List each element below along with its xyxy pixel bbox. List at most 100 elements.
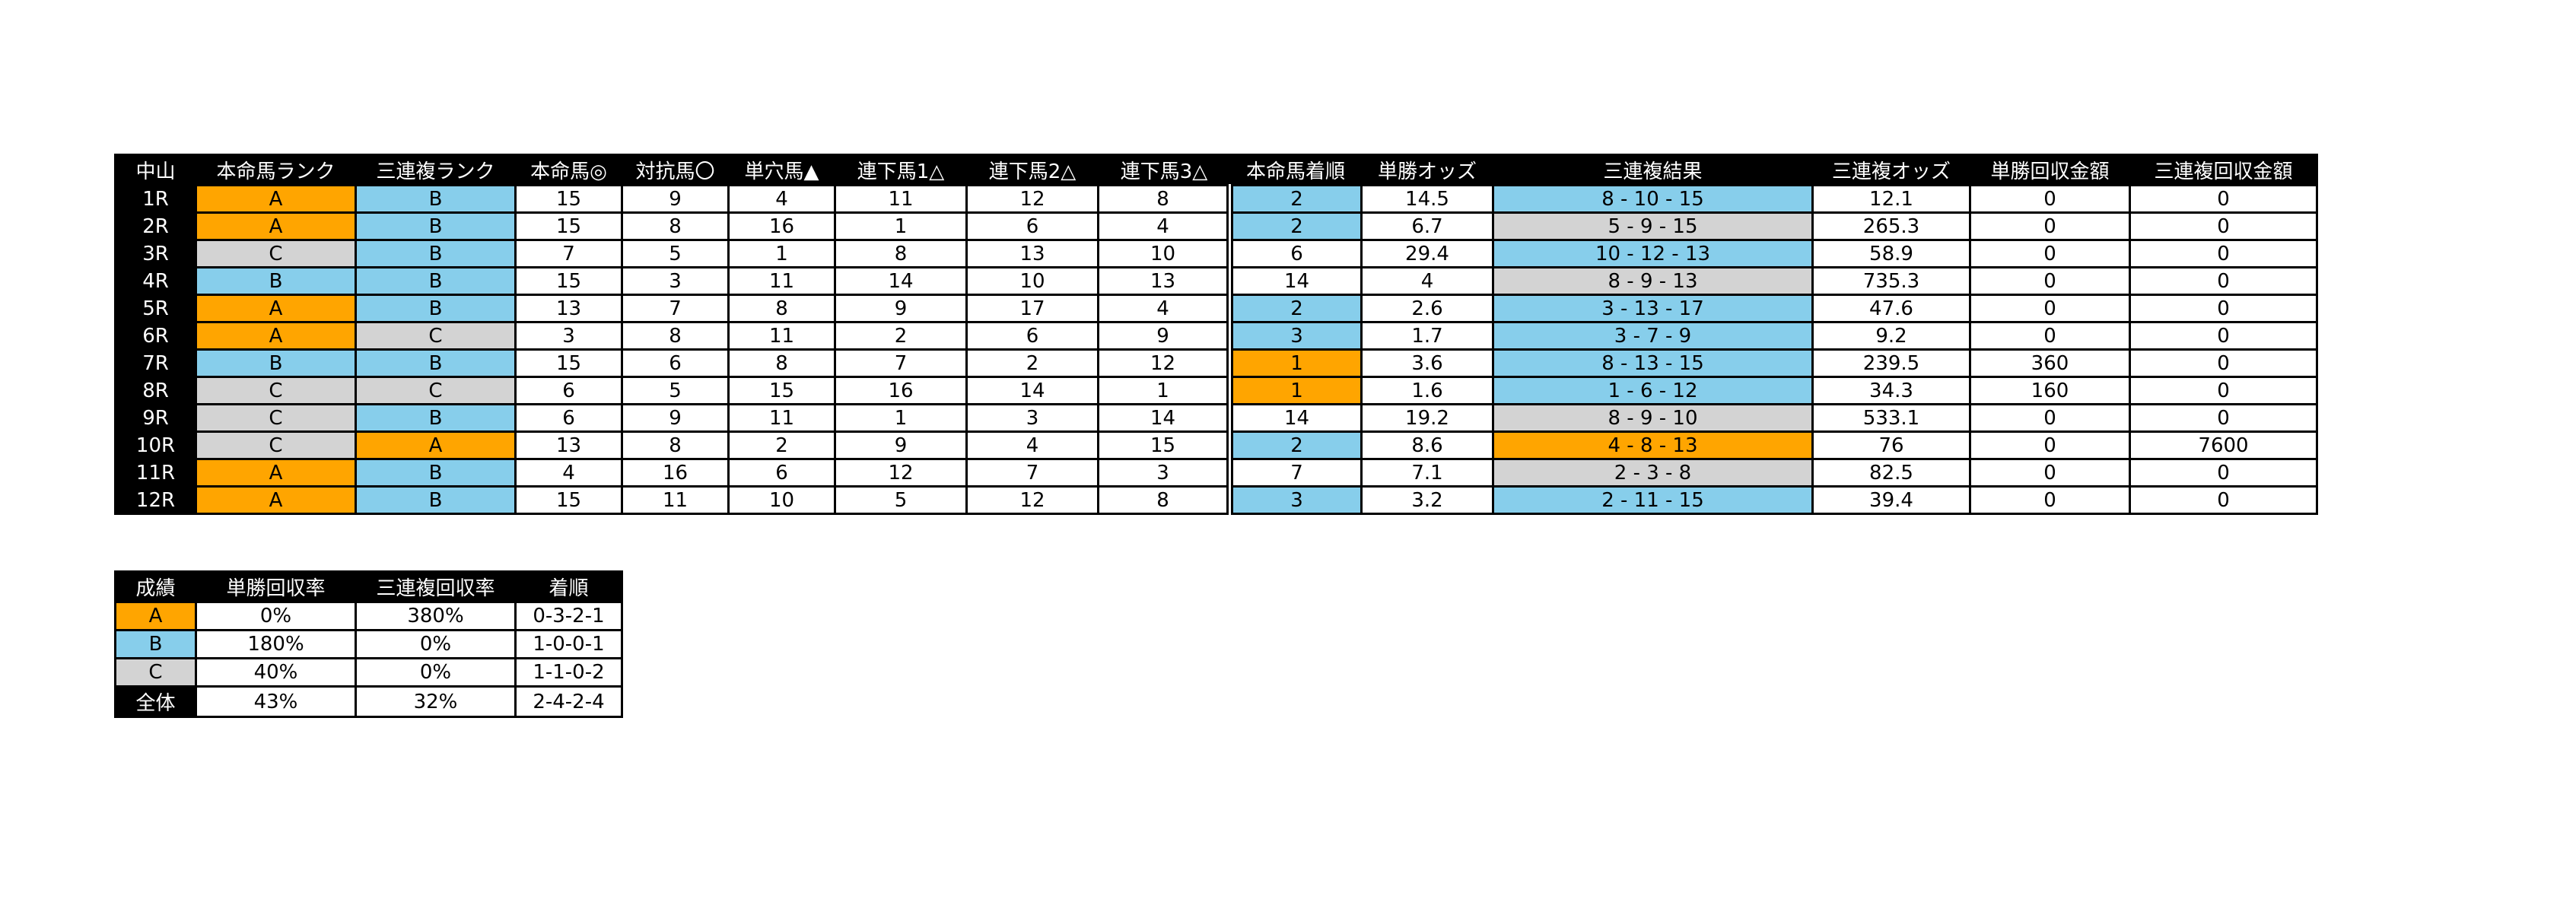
sanrenpuku-payout-cell: 0 — [2129, 348, 2318, 378]
summary-record-cell: 0-3-2-1 — [514, 601, 623, 631]
summary-record-cell: 2-4-2-4 — [514, 685, 623, 718]
col-header-renka3: 連下馬3△ — [1097, 154, 1231, 186]
summary-row: A 0% 380% 0-3-2-1 — [114, 601, 623, 631]
sanrenpuku-payout-cell: 0 — [2129, 321, 2318, 351]
taiko-cell: 8 — [621, 321, 730, 351]
summary-grade-label: B — [114, 629, 197, 659]
sanrenpuku-odds-cell: 9.2 — [1811, 321, 1971, 351]
renka3-cell: 8 — [1097, 485, 1231, 515]
tansho-odds-cell: 4 — [1360, 266, 1494, 296]
table-row: 3R C B 7 5 1 8 13 10 6 29.4 10 - 12 - 13 58.9 0 0 — [114, 239, 2318, 268]
col-header-sanrenpuku-rank: 三連複ランク — [355, 154, 517, 186]
col-header-chakujun: 本命馬着順 — [1229, 154, 1363, 186]
summary-record-cell: 1-0-0-1 — [514, 629, 623, 659]
summary-grade-label: A — [114, 601, 197, 631]
summary-header-tansho-rate: 単勝回収率 — [195, 570, 357, 603]
chakujun-cell: 1 — [1226, 376, 1363, 405]
renka1-cell: 12 — [834, 458, 968, 488]
renka2-cell: 13 — [965, 239, 1099, 268]
honmei-rank-cell: C — [195, 239, 357, 268]
summary-header-record: 着順 — [514, 570, 623, 603]
tansho-payout-cell: 160 — [1969, 376, 2131, 405]
tanana-cell: 11 — [727, 321, 836, 351]
taiko-cell: 5 — [621, 376, 730, 405]
chakujun-cell: 14 — [1226, 266, 1363, 296]
tansho-odds-cell: 7.1 — [1360, 458, 1494, 488]
renka3-cell: 15 — [1097, 430, 1231, 460]
honmei-cell: 7 — [514, 239, 623, 268]
sanrenpuku-rank-cell: B — [355, 239, 517, 268]
summary-grade-label: C — [114, 657, 197, 688]
sanrenpuku-payout-cell: 0 — [2129, 184, 2318, 214]
sanrenpuku-odds-cell: 76 — [1811, 430, 1971, 460]
col-header-tansho-odds: 単勝オッズ — [1360, 154, 1494, 186]
col-header-tansho-payout: 単勝回収金額 — [1969, 154, 2131, 186]
result-cell: 10 - 12 - 13 — [1492, 239, 1814, 268]
result-cell: 3 - 7 - 9 — [1492, 321, 1814, 351]
sanrenpuku-odds-cell: 533.1 — [1811, 403, 1971, 433]
tansho-payout-cell: 0 — [1969, 239, 2131, 268]
sanrenpuku-rank-cell: B — [355, 184, 517, 214]
result-cell: 5 - 9 - 15 — [1492, 211, 1814, 241]
honmei-rank-cell: A — [195, 485, 357, 515]
honmei-rank-cell: A — [195, 211, 357, 241]
honmei-cell: 15 — [514, 211, 623, 241]
tansho-odds-cell: 14.5 — [1360, 184, 1494, 214]
summary-tansho-rate-cell: 0% — [195, 601, 357, 631]
race-label: 11R — [114, 458, 197, 488]
renka1-cell: 5 — [834, 485, 968, 515]
sanrenpuku-odds-cell: 34.3 — [1811, 376, 1971, 405]
honmei-cell: 15 — [514, 485, 623, 515]
tansho-odds-cell: 6.7 — [1360, 211, 1494, 241]
tansho-payout-cell: 360 — [1969, 348, 2131, 378]
tansho-odds-cell: 19.2 — [1360, 403, 1494, 433]
honmei-cell: 4 — [514, 458, 623, 488]
table-row: 5R A B 13 7 8 9 17 4 2 2.6 3 - 13 - 17 47.6 0 0 — [114, 294, 2318, 323]
tansho-payout-cell: 0 — [1969, 403, 2131, 433]
sanrenpuku-rank-cell: C — [355, 321, 517, 351]
honmei-cell: 6 — [514, 403, 623, 433]
honmei-cell: 15 — [514, 266, 623, 296]
renka1-cell: 9 — [834, 294, 968, 323]
honmei-cell: 6 — [514, 376, 623, 405]
summary-header-grade: 成績 — [114, 570, 197, 603]
tansho-odds-cell: 1.7 — [1360, 321, 1494, 351]
sanrenpuku-rank-cell: C — [355, 376, 517, 405]
tansho-payout-cell: 0 — [1969, 430, 2131, 460]
renka1-cell: 9 — [834, 430, 968, 460]
taiko-cell: 9 — [621, 403, 730, 433]
race-label: 7R — [114, 348, 197, 378]
race-label: 5R — [114, 294, 197, 323]
taiko-cell: 8 — [621, 430, 730, 460]
race-label: 10R — [114, 430, 197, 460]
tansho-odds-cell: 3.6 — [1360, 348, 1494, 378]
renka2-cell: 14 — [965, 376, 1099, 405]
renka3-cell: 4 — [1097, 294, 1231, 323]
sanrenpuku-rank-cell: A — [355, 430, 517, 460]
result-cell: 1 - 6 - 12 — [1492, 376, 1814, 405]
honmei-cell: 15 — [514, 184, 623, 214]
race-label: 6R — [114, 321, 197, 351]
chakujun-cell: 2 — [1226, 294, 1363, 323]
tansho-odds-cell: 2.6 — [1360, 294, 1494, 323]
tansho-odds-cell: 29.4 — [1360, 239, 1494, 268]
col-header-honmei-rank: 本命馬ランク — [195, 154, 357, 186]
tanana-cell: 8 — [727, 348, 836, 378]
tansho-payout-cell: 0 — [1969, 294, 2131, 323]
tanana-cell: 4 — [727, 184, 836, 214]
tansho-odds-cell: 3.2 — [1360, 485, 1494, 515]
honmei-cell: 3 — [514, 321, 623, 351]
col-header-sanrenpuku-odds: 三連複オッズ — [1811, 154, 1971, 186]
sanrenpuku-odds-cell: 47.6 — [1811, 294, 1971, 323]
tanana-cell: 11 — [727, 266, 836, 296]
renka1-cell: 14 — [834, 266, 968, 296]
summary-table: 成績 単勝回収率 三連複回収率 着順 A 0% 380% 0-3-2-1 B 180% 0%… — [114, 570, 623, 718]
renka2-cell: 12 — [965, 184, 1099, 214]
summary-row: C 40% 0% 1-1-0-2 — [114, 657, 623, 688]
summary-header-sanrenpuku-rate: 三連複回収率 — [355, 570, 517, 603]
sanrenpuku-payout-cell: 7600 — [2129, 430, 2318, 460]
tansho-odds-cell: 8.6 — [1360, 430, 1494, 460]
renka1-cell: 16 — [834, 376, 968, 405]
result-cell: 8 - 9 - 10 — [1492, 403, 1814, 433]
renka3-cell: 14 — [1097, 403, 1231, 433]
